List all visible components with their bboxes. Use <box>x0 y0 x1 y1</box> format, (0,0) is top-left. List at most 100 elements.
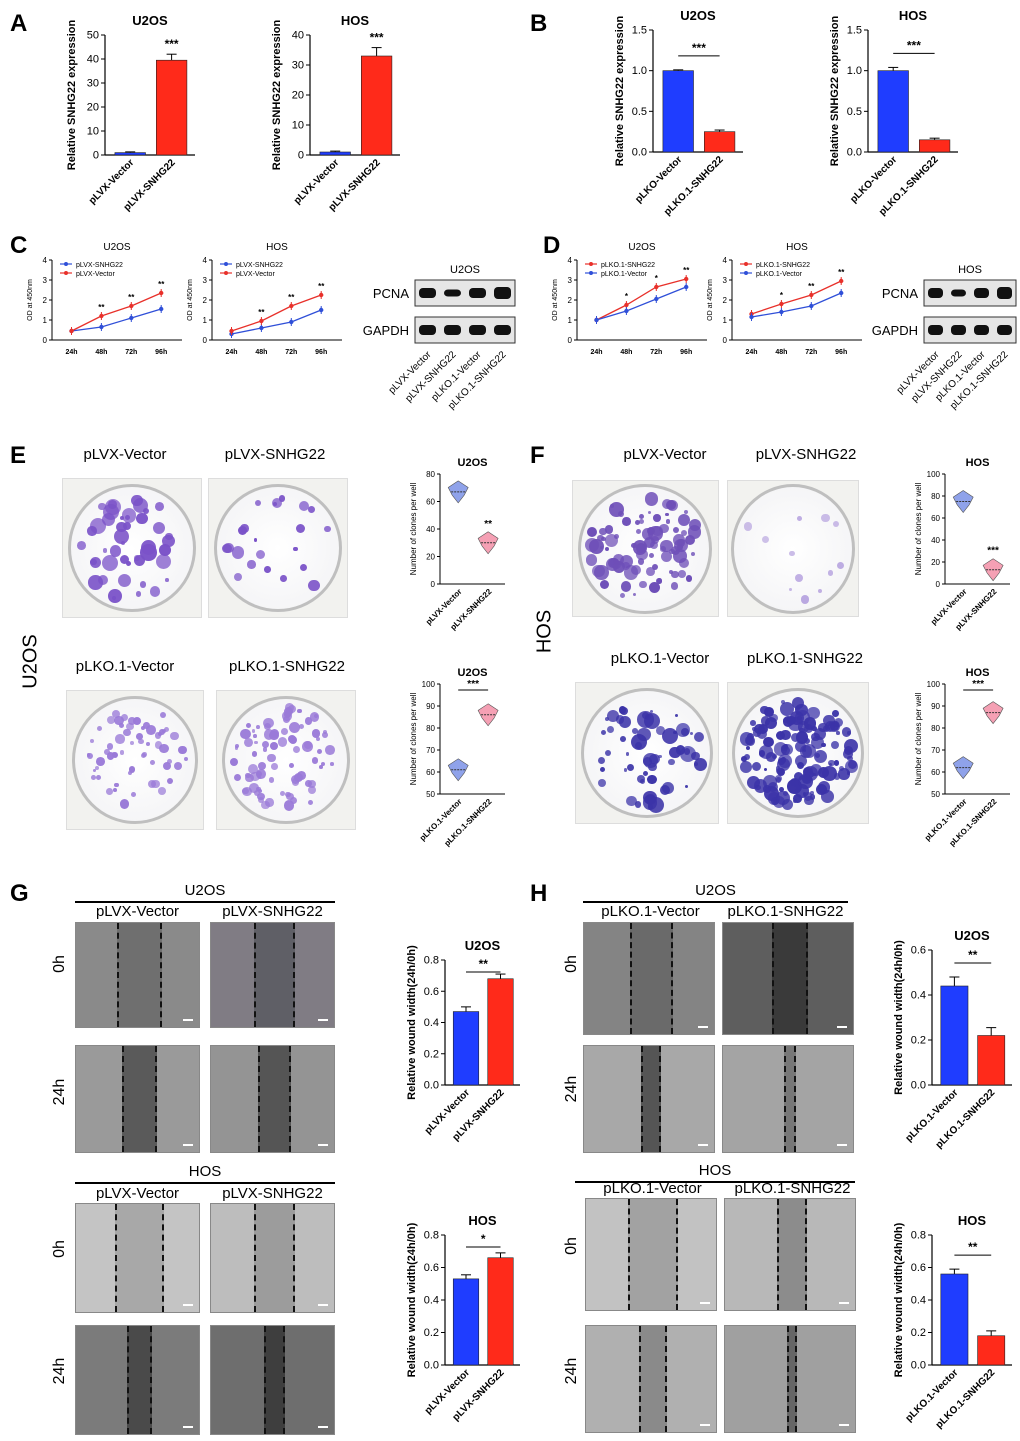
colony <box>277 737 288 747</box>
colony-dish-f-lvx-snhg22 <box>727 480 859 617</box>
data-point <box>684 284 689 290</box>
colony <box>116 521 127 533</box>
series-line <box>231 294 322 332</box>
colony <box>295 524 305 534</box>
blot-band <box>469 288 486 298</box>
series-line <box>751 292 842 318</box>
colony <box>599 766 606 773</box>
y-tick-label: 0 <box>203 336 208 345</box>
colony <box>307 779 316 788</box>
colony <box>672 549 687 563</box>
colony <box>641 711 649 719</box>
legend-label: pLKO.1-SNHG22 <box>756 262 810 269</box>
colony <box>625 752 630 756</box>
significance: ** <box>808 282 815 291</box>
y-tick-label: 0.2 <box>911 1327 926 1339</box>
bar <box>919 139 951 153</box>
colony <box>773 799 777 803</box>
colony <box>684 510 689 515</box>
bar <box>877 70 909 153</box>
scale-bar <box>698 1144 708 1146</box>
colony <box>779 729 791 741</box>
scale-bar <box>183 1019 193 1021</box>
colony <box>814 753 820 759</box>
colony <box>90 518 107 535</box>
blot-band <box>444 325 461 335</box>
colony <box>799 727 805 734</box>
colony <box>684 534 696 546</box>
chart-a-u2os-expression: U2OS 0 10 20 30 40 50 Relative SNHG22 expressio… <box>66 13 195 213</box>
colony <box>635 520 640 526</box>
y-tick-label: 0.4 <box>424 1295 439 1307</box>
colony <box>263 717 274 728</box>
legend-marker <box>589 271 593 275</box>
x-tick-label: 48h <box>775 349 787 356</box>
colony <box>117 574 131 588</box>
colony <box>622 562 631 571</box>
y-tick-label: 1.0 <box>847 65 862 77</box>
legend-label: pLKO.1-Vector <box>756 271 803 278</box>
colony <box>777 754 792 769</box>
x-tick-label: 96h <box>155 349 167 356</box>
wound-image-h-u2os-snhg22-0h <box>722 922 854 1035</box>
colony <box>322 731 329 738</box>
colony <box>257 789 263 794</box>
colony <box>642 756 652 766</box>
y-axis-label: Relative wound width(24h/0h) <box>893 940 905 1095</box>
colony <box>764 767 768 771</box>
chart-title: U2OS <box>458 457 488 469</box>
y-tick-label: 80 <box>931 724 940 733</box>
y-tick-label: 0.6 <box>424 986 439 998</box>
y-tick-label: 90 <box>426 702 435 711</box>
colony <box>667 758 675 766</box>
colony <box>119 750 125 755</box>
y-tick-label: 20 <box>931 558 940 567</box>
significance: *** <box>692 41 706 55</box>
colony-dish-e-lko-vector <box>66 690 204 830</box>
legend-marker <box>64 271 68 275</box>
y-tick-label: 4 <box>203 256 208 265</box>
colony <box>92 768 96 772</box>
blot-row-label: PCNA <box>882 286 918 301</box>
colony <box>285 791 292 798</box>
bar <box>452 1278 480 1366</box>
colony <box>619 716 631 729</box>
colony <box>652 525 663 536</box>
panel-letter-a: A <box>10 10 28 37</box>
g-top-cell: U2OS <box>75 882 335 903</box>
colony <box>311 757 318 764</box>
colony <box>159 711 166 718</box>
g-top-time-24: 24h <box>51 1078 68 1106</box>
colony <box>800 745 813 758</box>
colony <box>771 754 777 760</box>
h-bottom-label-1: pLKO.1-Vector <box>603 1180 702 1197</box>
y-tick-label: 0.0 <box>847 147 862 159</box>
blot-row-label: GAPDH <box>872 323 918 338</box>
y-tick-label: 3 <box>723 276 728 285</box>
data-point <box>129 315 134 321</box>
y-tick-label: 10 <box>292 120 304 132</box>
colony <box>794 574 803 583</box>
colony <box>670 582 679 590</box>
colony <box>648 797 665 814</box>
colony <box>618 510 625 517</box>
significance: ** <box>968 1240 978 1254</box>
chart-title: U2OS <box>132 13 168 28</box>
colony <box>802 749 806 753</box>
colony <box>170 731 179 741</box>
blot-band <box>997 325 1012 335</box>
colony <box>107 752 115 760</box>
colony <box>97 725 103 731</box>
colony <box>163 726 170 733</box>
legend-label: pLVX-SNHG22 <box>76 262 123 269</box>
wound-gap <box>641 1046 661 1152</box>
bar <box>361 55 393 156</box>
colony <box>758 750 766 758</box>
colony <box>613 554 624 565</box>
scale-bar <box>183 1144 193 1146</box>
y-axis-label: Relative wound width(24h/0h) <box>406 945 418 1100</box>
g-bottom-label-1: pLVX-Vector <box>95 1185 180 1202</box>
colony <box>247 764 258 775</box>
y-tick-label: 60 <box>931 514 940 523</box>
colony <box>767 781 778 792</box>
